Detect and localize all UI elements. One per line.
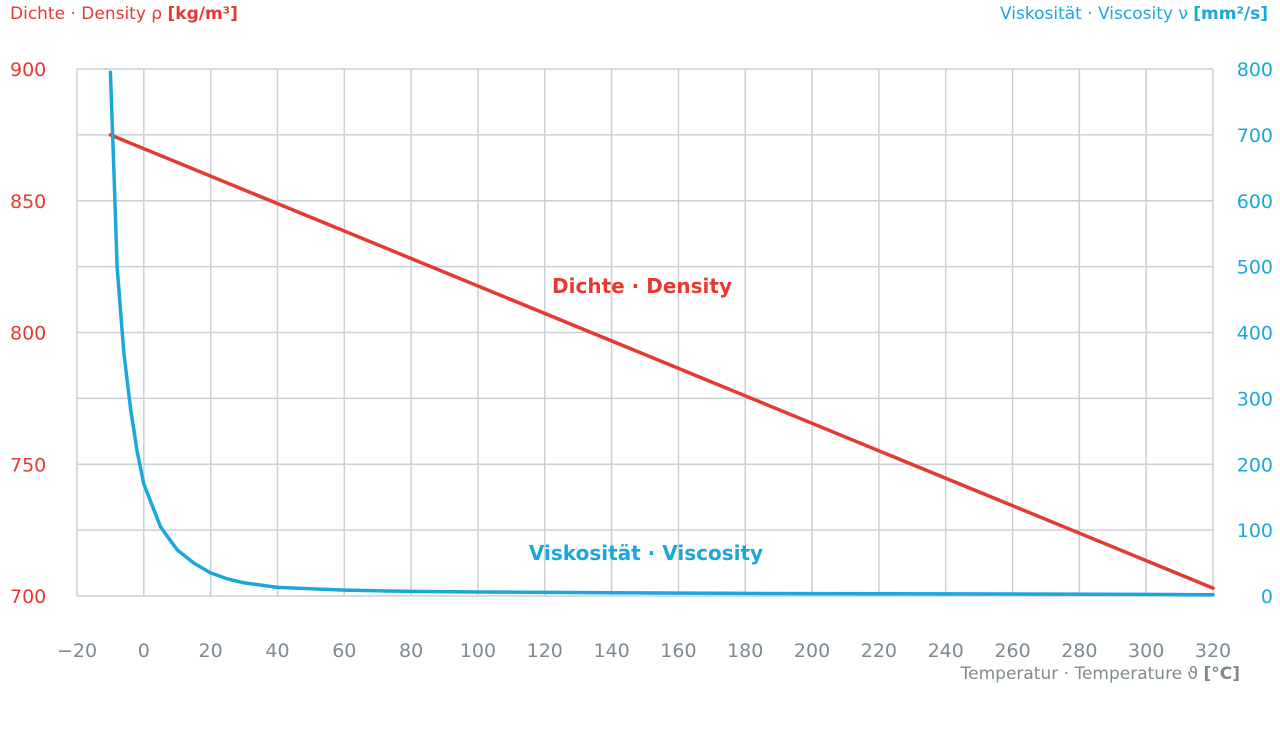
x-tick-label: 220 — [861, 640, 897, 662]
viscosity-series-label: Viskosität · Viscosity — [529, 541, 763, 565]
x-axis-title: Temperatur · Temperature ϑ [°C] — [961, 664, 1240, 684]
left-tick-label: 700 — [10, 586, 46, 608]
right-tick-label: 300 — [1237, 388, 1273, 410]
right-axis-title: Viskosität · Viscosity ν [mm²/s] — [1000, 4, 1268, 24]
right-tick-label: 800 — [1237, 59, 1273, 81]
x-tick-label: 180 — [727, 640, 763, 662]
grid — [76, 68, 1214, 597]
right-tick-label: 700 — [1237, 125, 1273, 147]
density-line — [108, 133, 1215, 590]
x-tick-label: −20 — [57, 640, 97, 662]
x-tick-label: 0 — [138, 640, 150, 662]
left-tick-label: 900 — [10, 59, 46, 81]
right-tick-label: 200 — [1237, 454, 1273, 476]
x-tick-label: 60 — [332, 640, 356, 662]
viscosity-line — [108, 70, 1215, 597]
series-labels: Dichte · Density Viskosität · Viscosity — [529, 274, 763, 565]
x-tick-label: 240 — [928, 640, 964, 662]
left-axis-title: Dichte · Density ρ [kg/m³] — [10, 4, 238, 24]
x-tick-label: 40 — [265, 640, 289, 662]
x-axis-ticks: −20 0 20 40 60 80 100 120 140 160 180 200 220 240 260 2… — [57, 640, 1231, 662]
x-tick-label: 260 — [994, 640, 1030, 662]
x-axis-unit: [°C] — [1203, 664, 1240, 684]
right-tick-label: 600 — [1237, 191, 1273, 213]
x-axis-title-text: Temperatur · Temperature ϑ — [960, 664, 1204, 684]
left-tick-label: 800 — [10, 323, 46, 345]
x-tick-label: 200 — [794, 640, 830, 662]
x-tick-label: 140 — [593, 640, 629, 662]
x-tick-label: 100 — [460, 640, 496, 662]
x-tick-label: 320 — [1195, 640, 1231, 662]
x-tick-label: 120 — [527, 640, 563, 662]
right-tick-label: 500 — [1237, 257, 1273, 279]
left-tick-label: 750 — [10, 454, 46, 476]
x-tick-label: 280 — [1061, 640, 1097, 662]
x-tick-label: 300 — [1128, 640, 1164, 662]
right-tick-label: 0 — [1261, 586, 1273, 608]
right-tick-label: 400 — [1237, 323, 1273, 345]
left-axis-ticks: 700 750 800 850 900 — [10, 59, 46, 608]
left-tick-label: 850 — [10, 191, 46, 213]
left-axis-title-text: Dichte · Density ρ — [10, 4, 168, 24]
left-axis-unit: [kg/m³] — [167, 4, 238, 24]
density-series-label: Dichte · Density — [552, 274, 732, 298]
x-tick-label: 80 — [399, 640, 423, 662]
right-axis-ticks: 0 100 200 300 400 500 600 700 800 — [1237, 59, 1273, 608]
series-layer — [108, 70, 1215, 597]
x-tick-label: 20 — [199, 640, 223, 662]
right-tick-label: 100 — [1237, 520, 1273, 542]
x-tick-label: 160 — [660, 640, 696, 662]
right-axis-title-text: Viskosität · Viscosity ν — [1000, 4, 1194, 24]
right-axis-unit: [mm²/s] — [1193, 4, 1268, 24]
